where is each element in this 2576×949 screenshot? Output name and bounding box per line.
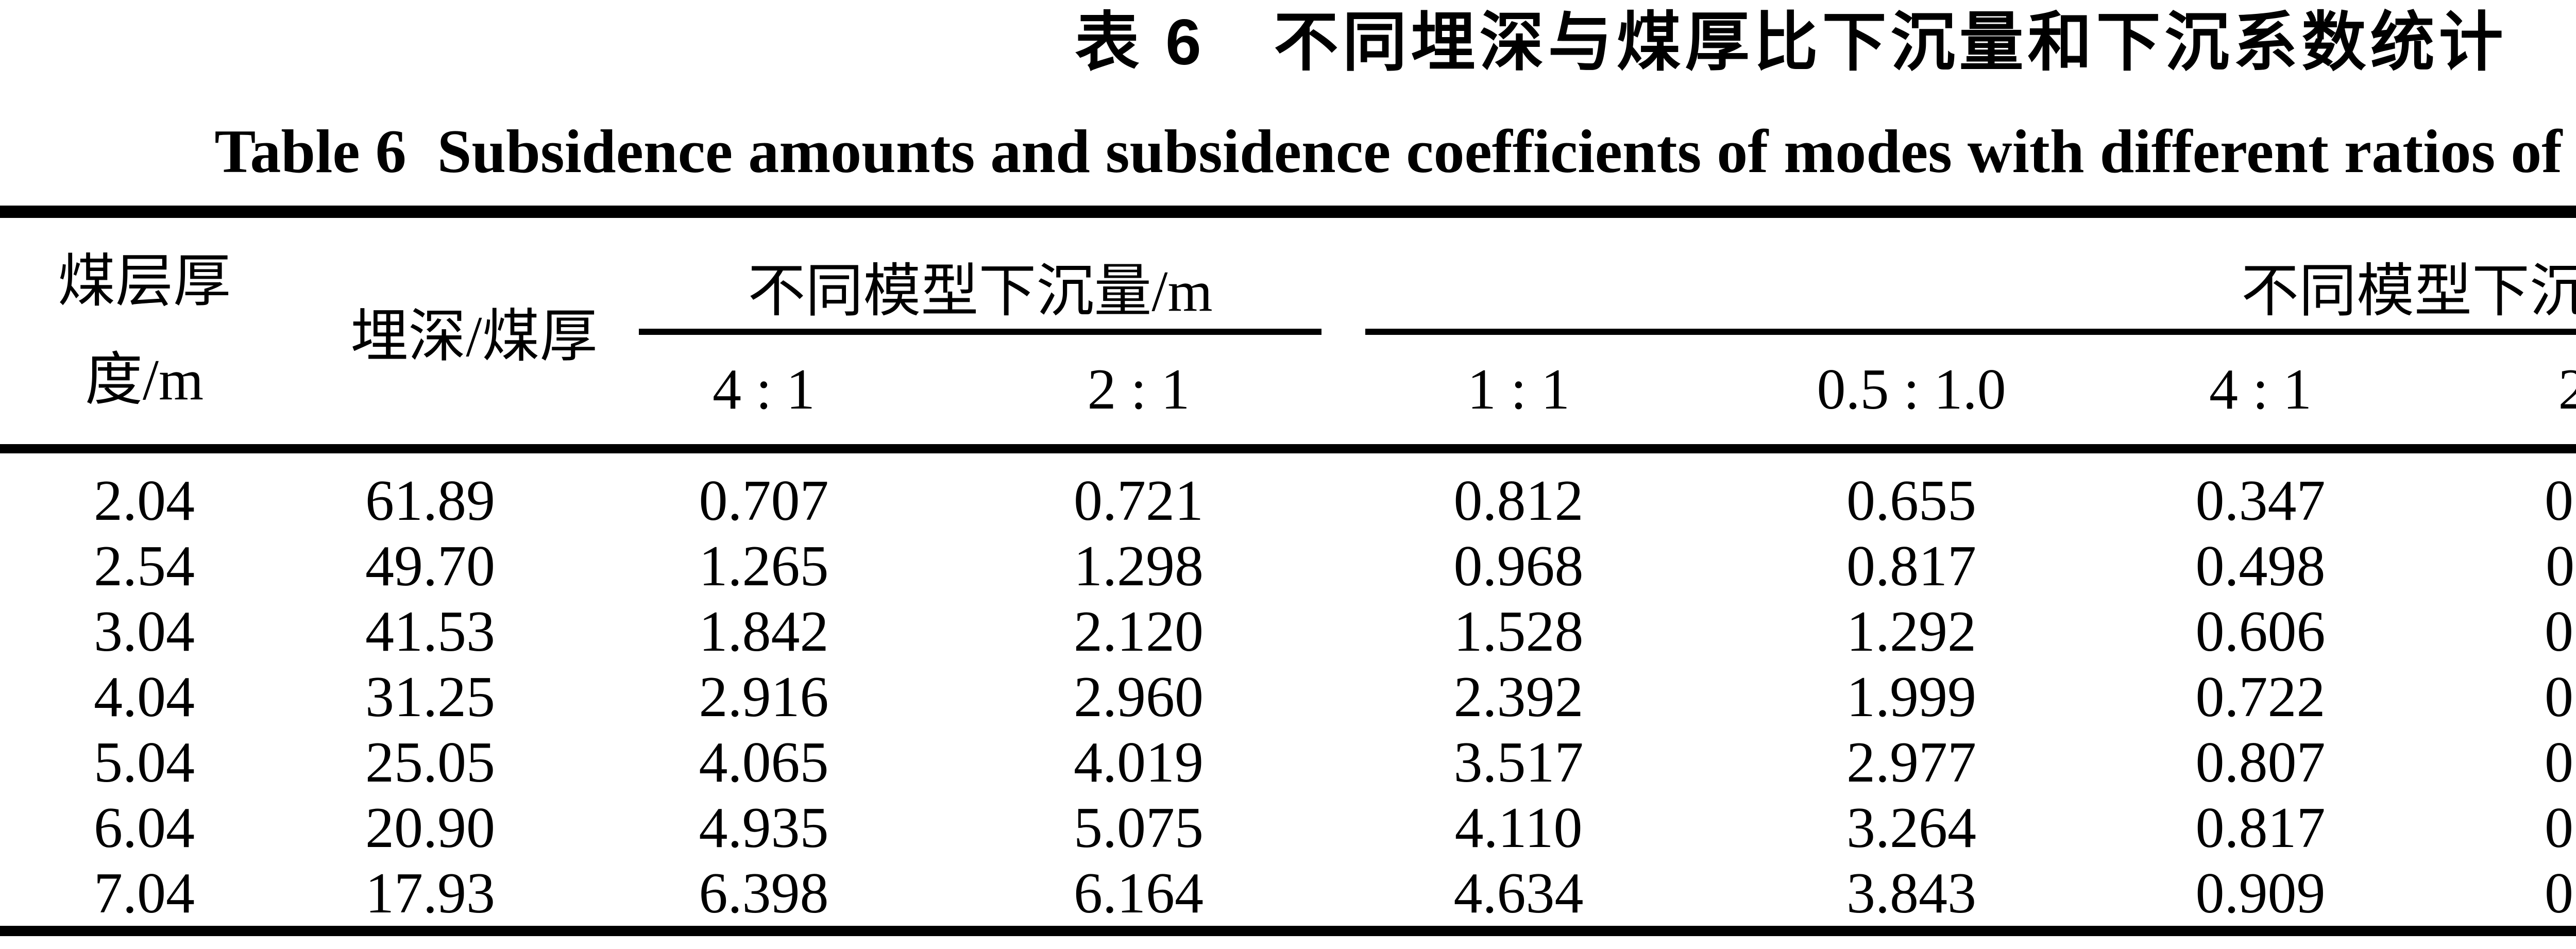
ratio-column-header: 1 : 1 xyxy=(1321,335,1716,453)
table-cell: 1.528 xyxy=(1453,599,1584,664)
group-header-subsidence-coefficient: 不同模型下沉系数 xyxy=(1321,212,2576,335)
table-cell: 0.909 xyxy=(2195,861,2326,925)
table-cell: 0.511 xyxy=(2546,534,2576,598)
table-cell: 0.812 xyxy=(1453,468,1584,533)
col-header-depth-to-thickness-ratio-text: 埋深/煤厚 xyxy=(350,304,598,369)
table-cell: 0.733 xyxy=(2545,665,2576,729)
table-cell: 4.110 xyxy=(1454,795,1583,860)
table-cell: 3.264 xyxy=(1846,795,1977,860)
table-cell: 2.120 xyxy=(1074,599,1204,664)
table-row: 4.0431.252.9162.9602.3921.9990.7220.7330… xyxy=(0,664,2576,730)
table-cell: 6.398 xyxy=(699,861,829,925)
table-row: 7.0417.936.3986.1644.6343.8430.9090.8400… xyxy=(0,860,2576,931)
table-cell: 0.817 xyxy=(2195,795,2326,860)
table-cell: 0.498 xyxy=(2195,534,2326,598)
table-cell: 0.797 xyxy=(2545,730,2576,794)
table-cell: 2.977 xyxy=(1846,730,1977,794)
table-row: 3.0441.531.8422.1201.5281.2920.6060.6970… xyxy=(0,599,2576,664)
ratio-column-header: 4 : 1 xyxy=(572,335,956,453)
table-cell: 1.292 xyxy=(1846,599,1977,664)
table-cell: 0.655 xyxy=(1846,468,1977,533)
table-title-en: Table 6 Subsidence amounts and subsidenc… xyxy=(214,117,2563,185)
col-header-coal-thickness-line2: 度/m xyxy=(84,348,204,412)
paper-table-figure: 表 6 不同埋深与煤厚比下沉量和下沉系数统计 Table 6 Subsidenc… xyxy=(0,9,2576,949)
table-cell: 0.697 xyxy=(2545,599,2576,664)
table-cell: 3.517 xyxy=(1453,730,1584,794)
table-cell: 0.721 xyxy=(1074,468,1204,533)
table-cell: 7.04 xyxy=(94,861,195,925)
table-cell: 0.347 xyxy=(2195,468,2326,533)
table-cell: 41.53 xyxy=(365,599,495,664)
table-cell: 4.019 xyxy=(1074,730,1204,794)
ratio-column-header: 2 : 1 xyxy=(2414,335,2576,453)
table-cell: 17.93 xyxy=(365,861,495,925)
table-cell: 6.04 xyxy=(94,795,195,860)
table-cell: 4.634 xyxy=(1453,861,1584,925)
table-cell: 0.353 xyxy=(2545,468,2576,533)
table-cell: 3.843 xyxy=(1846,861,1977,925)
col-header-coal-thickness-line1: 煤层厚 xyxy=(58,250,231,314)
table-cell: 1.842 xyxy=(699,599,829,664)
group-header-subsidence-coefficient-label: 不同模型下沉系数 xyxy=(2241,260,2576,324)
header-row-ratios: 4 : 12 : 11 : 10.5 : 1.04 : 12 : 11 : 10… xyxy=(0,335,2576,453)
table-row: 2.5449.701.2651.2980.9680.8170.4980.5110… xyxy=(0,533,2576,599)
table-cell: 2.392 xyxy=(1453,665,1584,729)
table-cell: 5.04 xyxy=(94,730,195,794)
group-header-subsidence-amount: 不同模型下沉量/m xyxy=(572,212,1322,335)
ratio-column-header: 0.5 : 1.0 xyxy=(1716,335,2108,453)
group-header-subsidence-coefficient-rule: 不同模型下沉系数 xyxy=(1365,218,2576,335)
table-cell: 0.707 xyxy=(699,468,829,533)
header-row-groups: 煤层厚 度/m 埋深/煤厚 不同模型下沉量/m 不同模型下沉系数 xyxy=(0,212,2576,453)
table-cell: 0.817 xyxy=(1846,534,1977,598)
table-row: 2.0461.890.7070.7210.8120.6550.3470.3530… xyxy=(0,449,2576,533)
table-cell: 0.606 xyxy=(2195,599,2326,664)
ratio-column-header: 2 : 1 xyxy=(956,335,1322,453)
table-cell: 20.90 xyxy=(365,795,495,860)
table-title-zh: 表 6 不同埋深与煤厚比下沉量和下沉系数统计 xyxy=(1075,7,2507,78)
table-cell: 25.05 xyxy=(365,730,495,794)
table-row: 5.0425.054.0654.0193.5172.9770.8070.7970… xyxy=(0,730,2576,795)
table-cell: 3.04 xyxy=(94,599,195,664)
table-cell: 31.25 xyxy=(365,665,495,729)
table-cell: 0.807 xyxy=(2195,730,2326,794)
table-cell: 0.840 xyxy=(2545,795,2576,860)
col-header-depth-to-thickness-ratio: 埋深/煤厚 xyxy=(289,212,598,453)
table-cell: 2.04 xyxy=(94,468,195,533)
table-cell: 1.265 xyxy=(699,534,829,598)
table-cell: 6.164 xyxy=(1074,861,1204,925)
col-header-coal-thickness: 煤层厚 度/m xyxy=(0,212,289,453)
table-cell: 2.54 xyxy=(94,534,195,598)
table-cell: 5.075 xyxy=(1074,795,1204,860)
table-cell: 0.840 xyxy=(2545,861,2576,925)
table-cell: 2.916 xyxy=(699,665,829,729)
table-cell: 4.04 xyxy=(94,665,195,729)
group-header-subsidence-amount-label: 不同模型下沉量/m xyxy=(748,260,1213,324)
table-cell: 49.70 xyxy=(365,534,495,598)
table-cell: 61.89 xyxy=(365,468,495,533)
table-cell: 1.999 xyxy=(1846,665,1977,729)
col-header-coal-thickness-text: 煤层厚 度/m xyxy=(0,218,289,444)
table-cell: 4.065 xyxy=(699,730,829,794)
table-body: 2.0461.890.7070.7210.8120.6550.3470.3530… xyxy=(0,449,2576,931)
table-cell: 0.968 xyxy=(1453,534,1584,598)
group-header-subsidence-amount-rule: 不同模型下沉量/m xyxy=(639,218,1322,335)
table-cell: 2.960 xyxy=(1074,665,1204,729)
table-row: 6.0420.904.9355.0754.1103.2640.8170.8400… xyxy=(0,795,2576,860)
table-cell: 1.298 xyxy=(1074,534,1204,598)
table-cell: 4.935 xyxy=(699,795,829,860)
data-table: 煤层厚 度/m 埋深/煤厚 不同模型下沉量/m 不同模型下沉系数 xyxy=(0,206,2576,936)
table-cell: 0.722 xyxy=(2195,665,2326,729)
ratio-column-header: 4 : 1 xyxy=(2107,335,2414,453)
